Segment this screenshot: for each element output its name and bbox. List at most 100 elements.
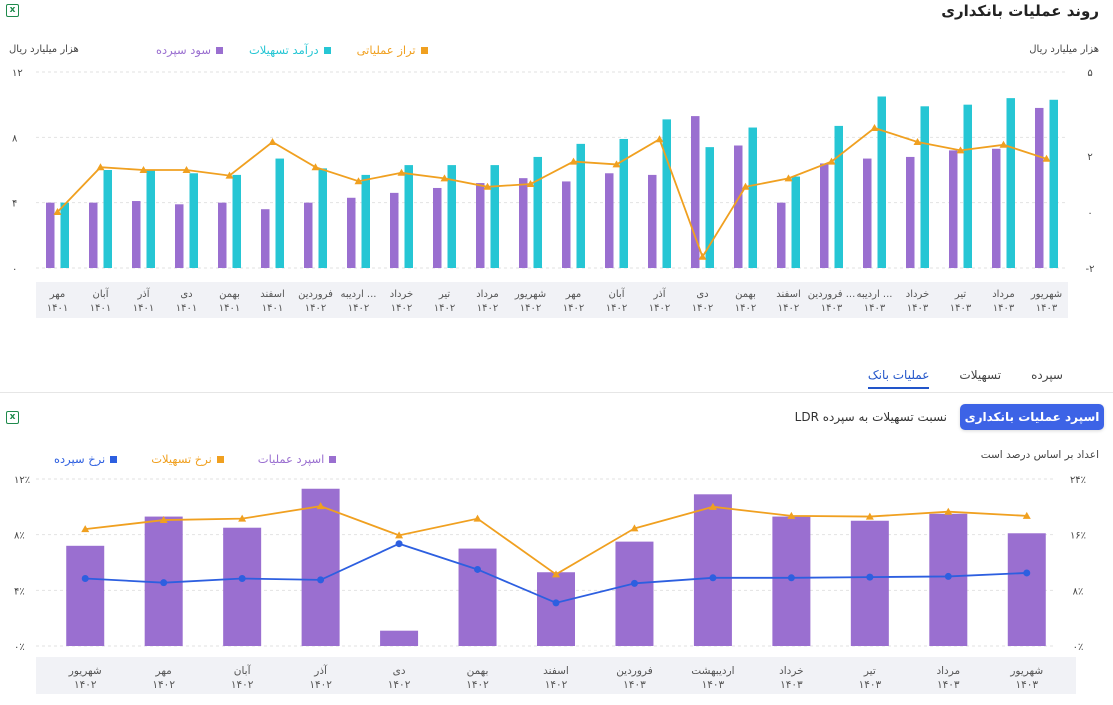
bar-operations-spread [458, 548, 497, 646]
bar-deposit-interest [949, 150, 958, 268]
marker-operating-balance [1042, 154, 1051, 162]
left-tick-label: ۰ [12, 264, 17, 275]
x-tick-label: شهریور [1030, 289, 1062, 300]
marker-deposit-rate [630, 579, 638, 587]
x-tick-label: شهریور [68, 665, 102, 677]
x-tick-label: اسفند [543, 665, 569, 677]
x-tick-year: ۱۴۰۲ [649, 303, 670, 314]
operations-spread-button[interactable]: اسپرد عملیات بانکداری [960, 404, 1104, 430]
bar-loan-income [1049, 99, 1058, 269]
x-tick-label: مرداد [476, 289, 499, 300]
x-tick-year: ۱۴۰۳ [937, 679, 960, 691]
marker-operating-balance [311, 163, 320, 171]
marker-loan-rate [473, 514, 482, 522]
x-tick-label: آذر [652, 287, 666, 300]
bar-operations-spread [301, 488, 340, 646]
bar-deposit-interest [476, 183, 485, 268]
x-tick-label: مرداد [936, 665, 960, 677]
marker-loan-rate [238, 514, 247, 522]
bar-loan-income [705, 147, 714, 268]
legend-item-operations-spread[interactable]: اسپرد عملیات [258, 452, 337, 466]
marker-operating-balance [612, 160, 621, 168]
legend-item-deposit-rate[interactable]: نرخ سپرده [54, 452, 118, 466]
bar-operations-spread [380, 630, 419, 646]
left-tick-label: ۸ [12, 133, 18, 144]
marker-operating-balance [655, 135, 664, 143]
bar-loan-income [1006, 98, 1015, 268]
marker-operating-balance [182, 166, 191, 173]
x-tick-label: اردیبه ... [341, 289, 377, 300]
legend-label: سود سپرده [156, 43, 211, 57]
bar-operations-spread [66, 545, 105, 646]
marker-deposit-rate [160, 579, 168, 587]
legend-label: تراز عملیاتی [356, 43, 416, 57]
marker-operating-balance [956, 146, 965, 154]
x-tick-label: شهریور [1009, 665, 1043, 677]
x-tick-year: ۱۴۰۲ [563, 303, 584, 314]
marker-loan-rate [787, 511, 796, 519]
marker-loan-rate [395, 531, 404, 539]
bar-operations-spread [615, 541, 654, 646]
excel-export-icon[interactable]: x [6, 411, 19, 424]
bar-loan-income [361, 174, 370, 268]
legend-item-operating-balance[interactable]: تراز عملیاتی [357, 43, 428, 57]
marker-operating-balance [139, 166, 148, 173]
bar-loan-income [877, 96, 886, 268]
right-tick-label: ۵ [1087, 68, 1092, 79]
x-tick-label: اردیبه ... [857, 289, 893, 300]
tab-deposit[interactable]: سپرده [1031, 368, 1063, 382]
bar-deposit-interest [519, 178, 528, 268]
marker-operating-balance [354, 177, 363, 185]
x-tick-label: مرداد [992, 289, 1015, 300]
bar-operations-spread [537, 572, 575, 646]
x-tick-label: اسفند [260, 289, 284, 300]
right-tick-label: ۲ [1087, 152, 1092, 163]
x-tick-label: دی [393, 665, 406, 677]
tab-bank-operations[interactable]: عملیات بانک [867, 368, 930, 389]
banking-operations-trend-chart: ۰ ۴ ۸ ۱۲ -۲ ۰ ۲ ۵ شهریور ۱۴۰۳ مرداد ۱۴۰۳ تیر ۱۴۰۳ خردا… [12, 68, 1094, 318]
x-tick-year: ۱۴۰۱ [133, 303, 154, 314]
legend-item-loan-rate[interactable]: نرخ تسهیلات [151, 452, 224, 466]
marker-operating-balance [569, 157, 578, 165]
marker-deposit-rate [944, 572, 952, 580]
excel-export-icon[interactable]: x [6, 4, 19, 17]
bar-deposit-interest [648, 174, 657, 268]
bar-operations-spread [693, 494, 732, 646]
legend-item-deposit-interest[interactable]: سود سپرده [156, 43, 223, 57]
x-tick-year: ۱۴۰۲ [606, 303, 627, 314]
ldr-ratio-button[interactable]: نسبت تسهیلات به سپرده LDR [794, 410, 947, 424]
marker-loan-rate [944, 507, 953, 515]
percent-note: اعداد بر اساس درصد است [980, 449, 1099, 461]
bar-loan-income [662, 119, 671, 268]
bar-loan-income [791, 176, 800, 268]
x-tick-year: ۱۴۰۳ [950, 303, 972, 314]
marker-operating-balance [827, 157, 836, 165]
bar-loan-income [404, 165, 413, 268]
x-tick-year: ۱۴۰۲ [309, 679, 332, 691]
x-tick-label: آذر [136, 287, 150, 300]
x-tick-year: ۱۴۰۱ [176, 303, 197, 314]
bar-deposit-interest [89, 202, 98, 268]
bar-deposit-interest [992, 148, 1001, 268]
legend-label: اسپرد عملیات [257, 452, 325, 466]
right-tick-label: ۱۶٪ [1070, 531, 1086, 542]
right-tick-label: ۲۴٪ [1070, 475, 1086, 486]
marker-deposit-rate [474, 565, 482, 573]
x-tick-label: بهمن [735, 289, 756, 300]
legend-item-loan-income[interactable]: درآمد تسهیلات [249, 43, 331, 57]
tab-loans[interactable]: تسهیلات [959, 368, 1002, 382]
bar-operations-spread [223, 527, 262, 646]
bar-loan-income [103, 170, 112, 268]
marker-loan-rate [708, 502, 717, 510]
x-tick-year: ۱۴۰۳ [993, 303, 1015, 314]
marker-deposit-rate [395, 540, 403, 548]
bar-deposit-interest [562, 181, 571, 268]
bar-deposit-interest [863, 158, 872, 268]
x-tick-label: اسفند [776, 289, 800, 300]
bar-operations-spread [850, 520, 889, 646]
bar-loan-income [490, 165, 499, 268]
x-tick-label: شهریور [514, 289, 546, 300]
left-tick-label: ۰٪ [14, 642, 25, 653]
bar-loan-income [748, 127, 757, 269]
marker-deposit-rate [1023, 569, 1031, 577]
